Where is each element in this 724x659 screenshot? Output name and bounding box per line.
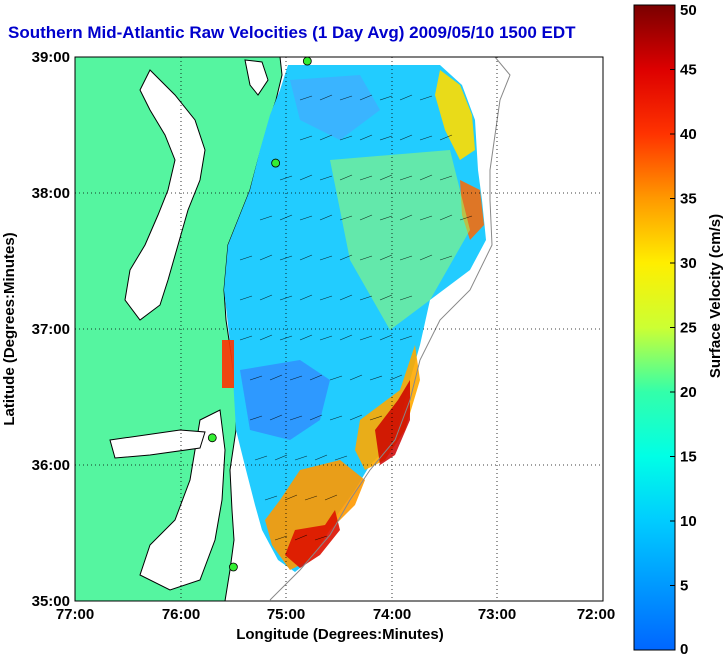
velocity-high-east: [355, 345, 420, 470]
colorbar: [633, 4, 676, 651]
colorbar-tick-label: 15: [680, 449, 697, 466]
colorbar-label: Surface Velocity (cm/s): [707, 214, 724, 378]
x-tick-label: 73:00: [478, 606, 516, 623]
grid-lines: [75, 57, 603, 601]
y-tick-label: 38:00: [32, 185, 70, 202]
x-tick-label: 72:00: [577, 606, 615, 623]
y-tick-label: 37:00: [32, 321, 70, 338]
velocity-low-north: [290, 75, 380, 140]
station-markers: [207, 56, 312, 572]
velocity-high-north: [435, 70, 475, 160]
colorbar-tick-label: 5: [680, 578, 688, 595]
station-marker: [207, 433, 217, 443]
velocity-green-band: [330, 150, 470, 330]
y-tick-label: 36:00: [32, 457, 70, 474]
map-title: Southern Mid-Atlantic Raw Velocities (1 …: [8, 23, 576, 42]
colorbar-tick-label: 20: [680, 384, 697, 401]
colorbar-tick-label: 45: [680, 62, 697, 79]
velocity-very-high-south: [285, 510, 340, 568]
x-tick-label: 75:00: [267, 606, 305, 623]
station-marker: [228, 562, 238, 572]
shelf-contour: [269, 57, 511, 601]
colorbar-tick-label: 0: [680, 641, 688, 658]
velocity-red-patch: [222, 340, 234, 388]
colorbar-tick-label: 10: [680, 513, 697, 530]
y-tick-label: 35:00: [32, 593, 70, 610]
station-marker: [271, 158, 281, 168]
velocity-low-central: [240, 360, 330, 440]
station-marker: [302, 56, 312, 66]
velocity-vectors: [239, 94, 473, 541]
x-tick-label: 76:00: [162, 606, 200, 623]
x-tick-label: 77:00: [56, 606, 94, 623]
colorbar-tick-label: 35: [680, 191, 697, 208]
y-tick-label: 39:00: [32, 49, 70, 66]
plot-frame: [74, 56, 604, 602]
colorbar-tick-label: 30: [680, 255, 697, 272]
colorbar-tick-label: 40: [680, 126, 697, 143]
x-tick-label: 74:00: [373, 606, 411, 623]
colorbar-tick-label: 50: [680, 2, 697, 19]
x-axis-label: Longitude (Degrees:Minutes): [236, 626, 444, 643]
pamlico-sound: [139, 409, 226, 591]
chesapeake-bay: [124, 69, 206, 321]
y-axis-label: Latitude (Degrees:Minutes): [1, 232, 18, 425]
delaware-bay: [244, 59, 269, 96]
velocity-very-high-east: [375, 380, 410, 465]
colorbar-tick-label: 25: [680, 320, 697, 337]
colorbar-ticks: 0 5 10 15 20 25 30 35 40 45 50: [670, 2, 697, 658]
